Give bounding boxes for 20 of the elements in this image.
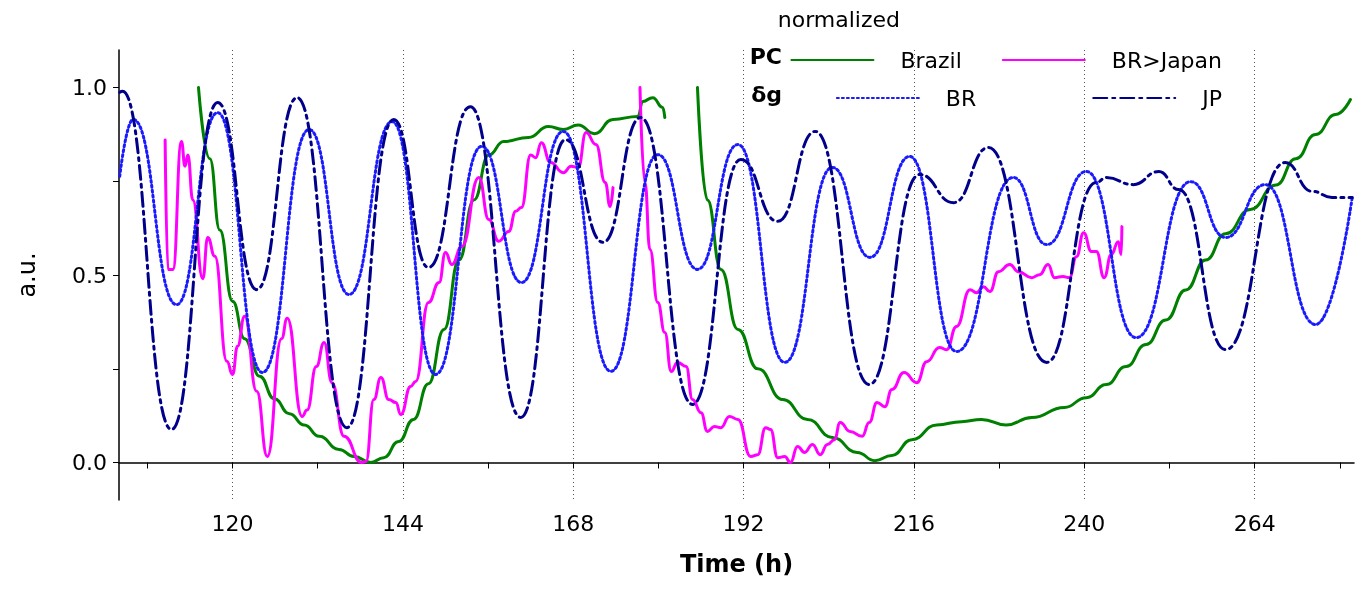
annotation: PC bbox=[749, 43, 783, 69]
x-tick-label: 120 bbox=[211, 510, 254, 536]
annotation: δg bbox=[751, 81, 783, 107]
x-tick-label: 144 bbox=[381, 510, 424, 536]
x-tick-label: 168 bbox=[552, 510, 595, 536]
y-axis-title: a.u. bbox=[13, 252, 41, 298]
legend-label: JP bbox=[1200, 85, 1223, 111]
y-tick-label: 0.0 bbox=[72, 450, 107, 475]
x-tick-label: 264 bbox=[1233, 510, 1276, 536]
legend-label: Brazil bbox=[900, 47, 962, 73]
line-series bbox=[118, 111, 1354, 376]
y-tick-label: 1.0 bbox=[72, 75, 107, 100]
x-tick-label: 192 bbox=[722, 510, 765, 536]
y-tick-label: 0.5 bbox=[72, 262, 107, 288]
legend-title: normalized bbox=[777, 6, 900, 32]
x-tick-label: 240 bbox=[1063, 510, 1106, 536]
x-tick-label: 216 bbox=[892, 510, 935, 536]
legend-label: BR>Japan bbox=[1111, 47, 1222, 73]
legend-label: BR bbox=[945, 85, 977, 111]
x-axis-title: Time (h) bbox=[679, 550, 794, 578]
